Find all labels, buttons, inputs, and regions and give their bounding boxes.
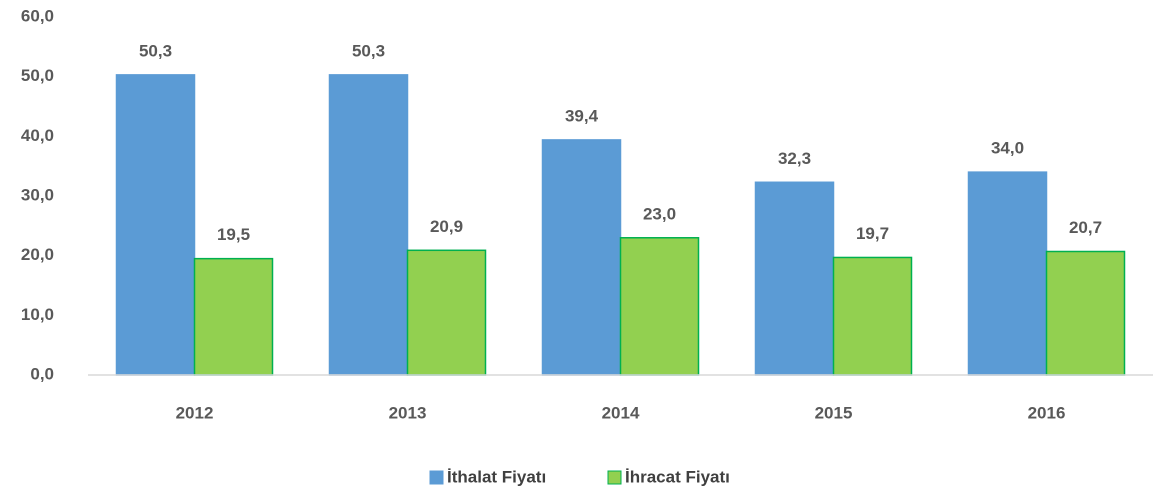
bar (967, 171, 1048, 376)
legend-swatch (607, 470, 622, 485)
bar (328, 74, 409, 376)
data-label: 23,0 (643, 204, 676, 223)
y-tick-label: 0,0 (30, 364, 54, 383)
data-label: 19,5 (217, 225, 250, 244)
x-tick-label: 2014 (602, 403, 640, 422)
x-tick-label: 2012 (176, 403, 214, 422)
x-tick-label: 2013 (389, 403, 427, 422)
legend-swatch (429, 470, 444, 485)
data-label: 19,7 (856, 224, 889, 243)
x-tick-label: 2015 (815, 403, 853, 422)
bar (406, 249, 487, 376)
data-label: 20,9 (430, 217, 463, 236)
bar (619, 237, 700, 376)
data-label: 39,4 (565, 106, 599, 125)
bar (193, 257, 274, 376)
data-label: 50,3 (139, 41, 172, 60)
data-label: 20,7 (1069, 218, 1102, 237)
bar (754, 181, 835, 376)
data-label: 34,0 (991, 139, 1024, 158)
legend-label: İthalat Fiyatı (447, 467, 546, 486)
bar (541, 139, 622, 376)
bar (1045, 250, 1126, 376)
y-tick-label: 20,0 (21, 245, 54, 264)
bar (832, 256, 913, 376)
bar (115, 74, 196, 376)
y-tick-label: 50,0 (21, 66, 54, 85)
y-tick-label: 30,0 (21, 185, 54, 204)
y-tick-label: 10,0 (21, 305, 54, 324)
y-tick-label: 40,0 (21, 126, 54, 145)
x-tick-label: 2016 (1028, 403, 1066, 422)
legend-label: İhracat Fiyatı (625, 467, 730, 486)
data-label: 32,3 (778, 149, 811, 168)
data-label: 50,3 (352, 41, 385, 60)
y-tick-label: 60,0 (21, 6, 54, 25)
